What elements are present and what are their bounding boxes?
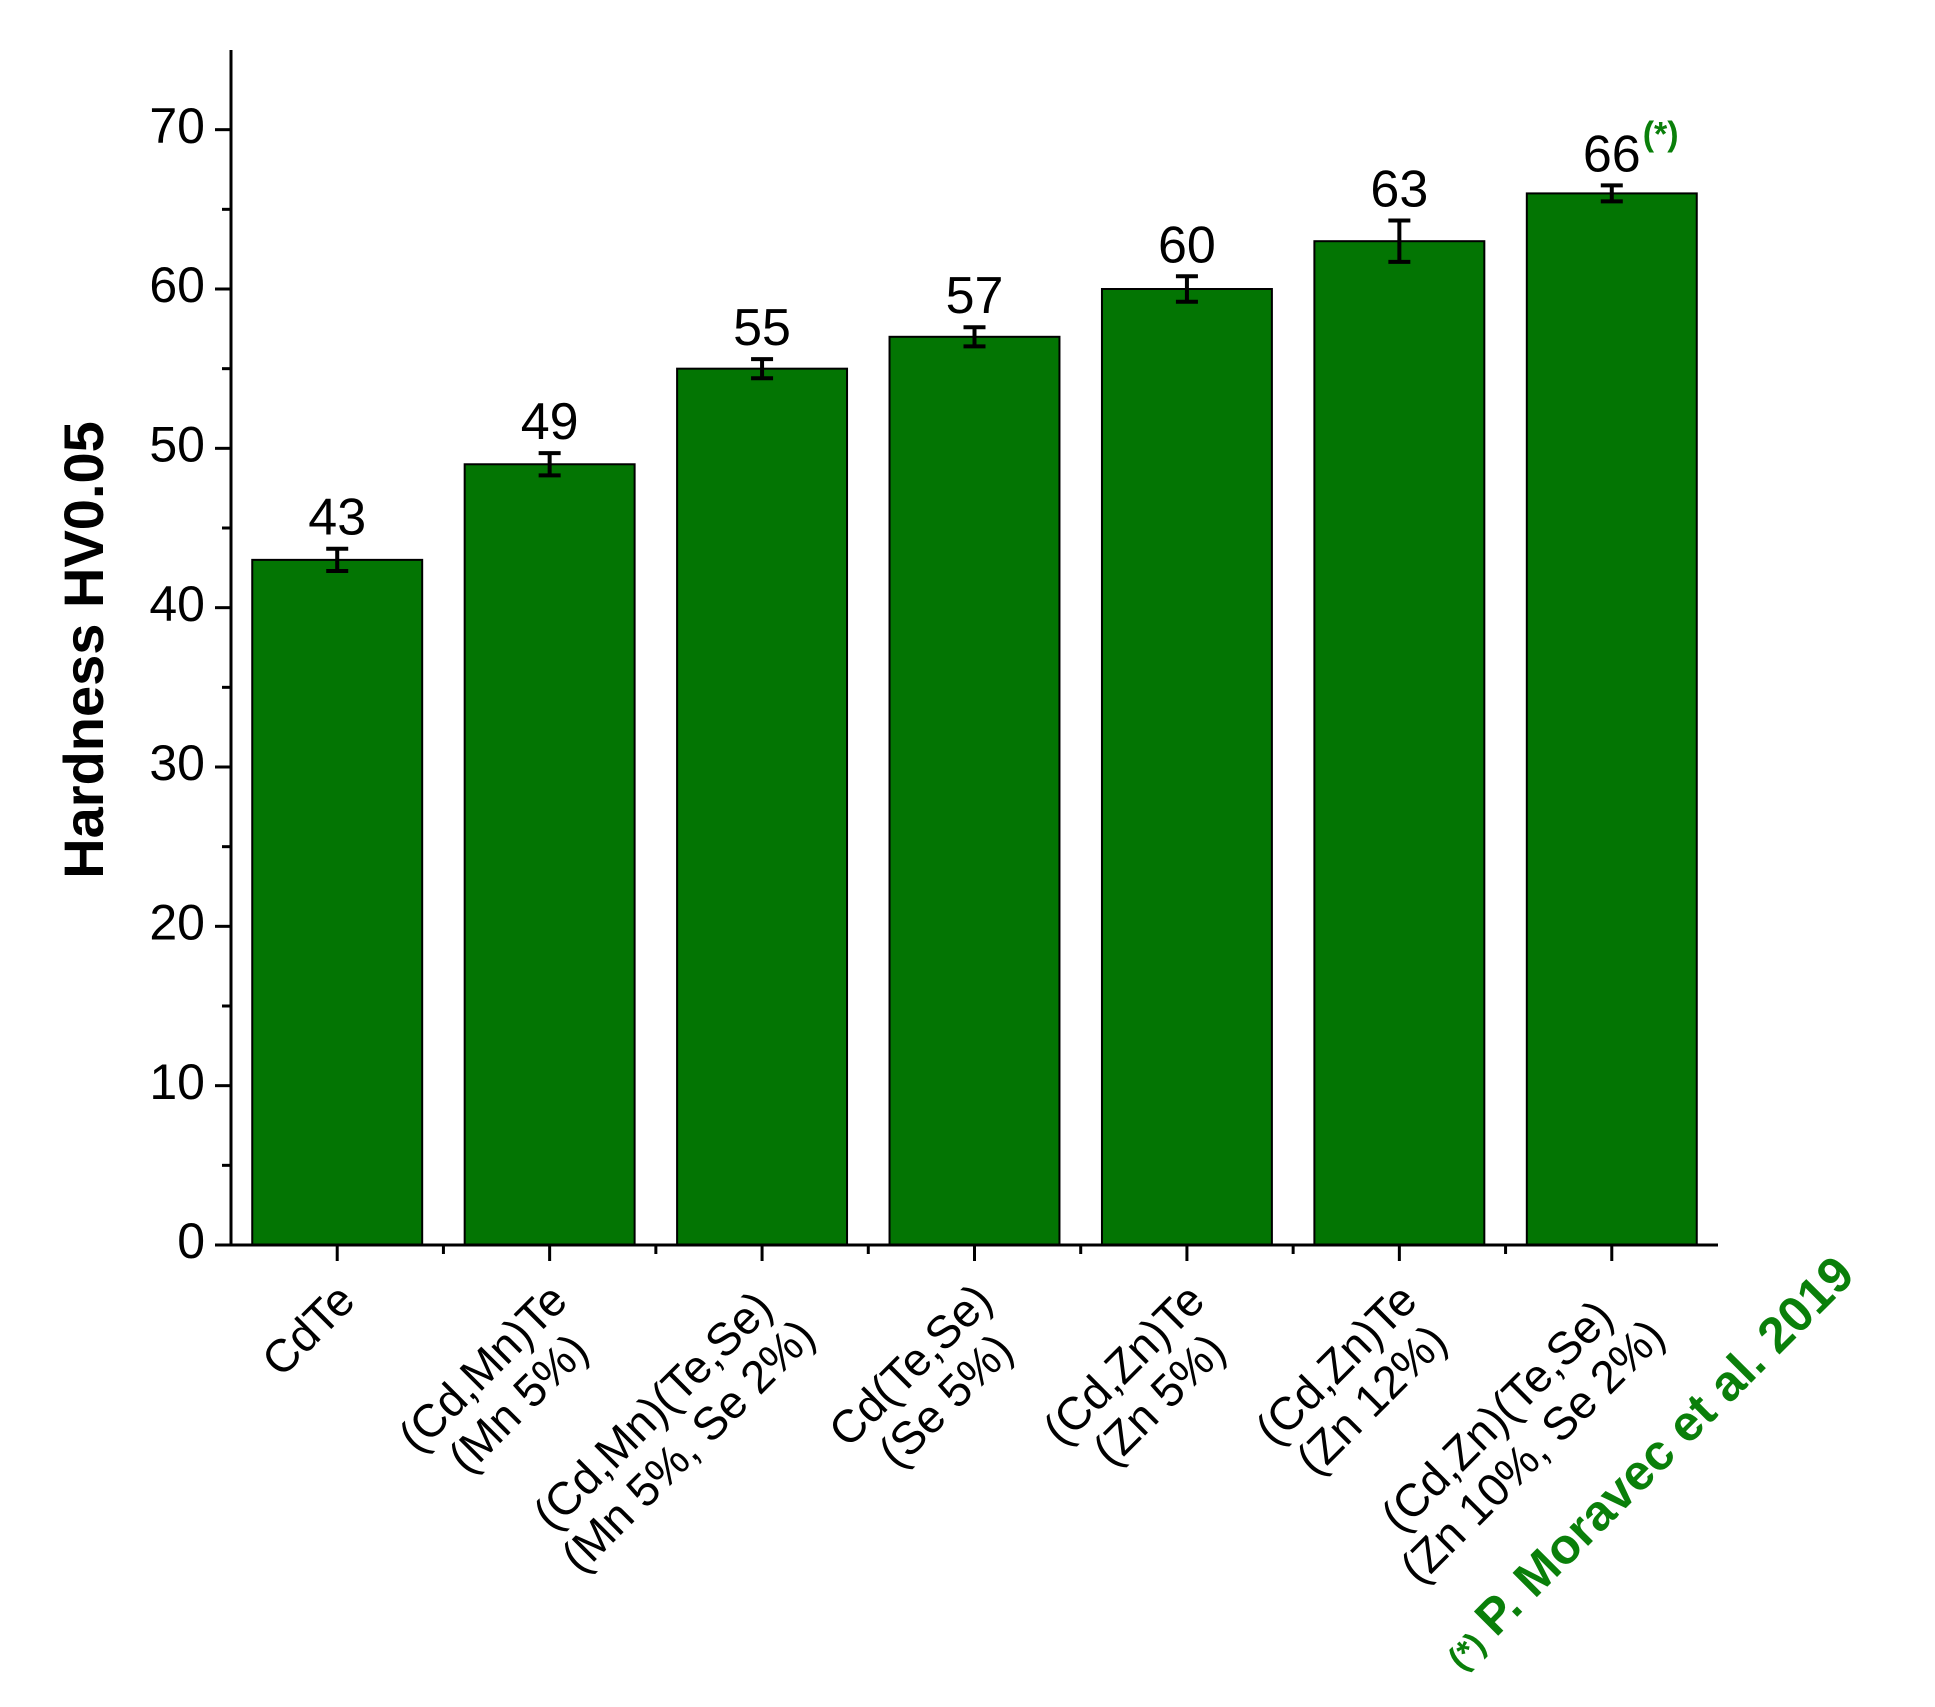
error-bar (963, 325, 986, 349)
x-tick-label: Cd(Te,Se)(Se 5%) (818, 1273, 1022, 1477)
y-tick-label: 20 (149, 895, 205, 951)
value-label: 49 (521, 393, 579, 451)
error-bar (1600, 183, 1623, 204)
x-tick-label: CdTe (252, 1273, 365, 1386)
bar (888, 335, 1061, 1246)
y-tick-label: 10 (149, 1054, 205, 1110)
footnote-marker: (*) (1441, 1625, 1493, 1677)
value-label: 57 (946, 267, 1004, 325)
x-tick-label-line: CdTe (252, 1273, 365, 1386)
y-tick-label: 50 (149, 417, 205, 473)
y-tick-label: 30 (149, 735, 205, 791)
x-tick-label: (Cd,Zn)Te(Zn 5%) (1033, 1273, 1235, 1475)
error-bar (1388, 218, 1411, 264)
y-tick-label: 70 (149, 98, 205, 154)
y-axis-label: Hardness HV0.05 (52, 421, 115, 879)
error-bar (751, 357, 774, 381)
value-label: 55 (733, 299, 791, 357)
y-tick-label: 0 (177, 1213, 205, 1269)
value-label: 43 (308, 489, 366, 547)
bar (676, 367, 849, 1246)
annotation-marker: (*) (1643, 115, 1679, 153)
bar (1313, 240, 1486, 1246)
value-label: 60 (1158, 216, 1216, 274)
value-label: 66 (1583, 125, 1641, 183)
bar (463, 463, 636, 1246)
error-bar (1175, 274, 1198, 304)
y-tick-label: 40 (149, 576, 205, 632)
bar (1525, 192, 1698, 1246)
bar (251, 558, 424, 1246)
error-bar (326, 546, 349, 574)
bar (1100, 288, 1273, 1246)
y-tick-label: 60 (149, 257, 205, 313)
value-label: 63 (1370, 160, 1428, 218)
error-bar (538, 451, 561, 478)
